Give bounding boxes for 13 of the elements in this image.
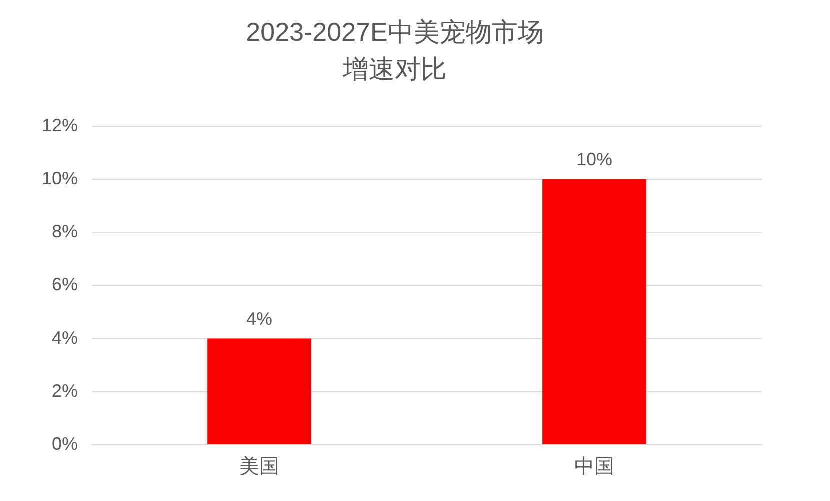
chart-title: 2023-2027E中美宠物市场: [246, 16, 544, 47]
x-tick-label: 美国: [240, 454, 280, 478]
y-tick-label: 4%: [52, 328, 78, 348]
y-tick-label: 12%: [42, 115, 78, 136]
chart-subtitle: 增速对比: [342, 54, 447, 84]
y-tick-label: 0%: [52, 434, 78, 454]
y-tick-label: 8%: [52, 222, 78, 242]
y-tick-label: 6%: [52, 274, 78, 295]
y-tick-label: 2%: [52, 380, 78, 401]
y-tick-label: 10%: [42, 168, 78, 188]
data-label: 10%: [576, 149, 613, 170]
x-tick-label: 中国: [574, 454, 615, 478]
data-label: 4%: [246, 308, 273, 329]
